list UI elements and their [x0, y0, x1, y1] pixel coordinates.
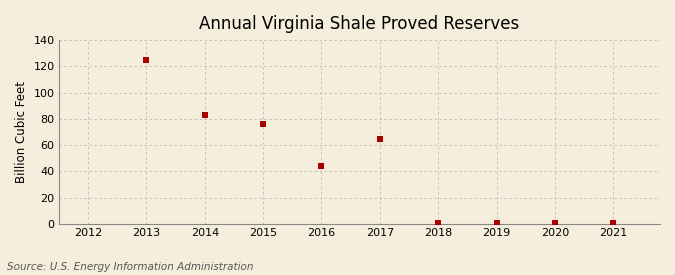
Point — [258, 122, 269, 126]
Point — [433, 221, 443, 225]
Point — [141, 57, 152, 62]
Point — [491, 221, 502, 225]
Point — [608, 221, 619, 225]
Point — [199, 113, 210, 117]
Text: Source: U.S. Energy Information Administration: Source: U.S. Energy Information Administ… — [7, 262, 253, 272]
Point — [316, 164, 327, 168]
Point — [549, 221, 560, 225]
Point — [375, 136, 385, 141]
Y-axis label: Billion Cubic Feet: Billion Cubic Feet — [15, 81, 28, 183]
Title: Annual Virginia Shale Proved Reserves: Annual Virginia Shale Proved Reserves — [199, 15, 520, 33]
